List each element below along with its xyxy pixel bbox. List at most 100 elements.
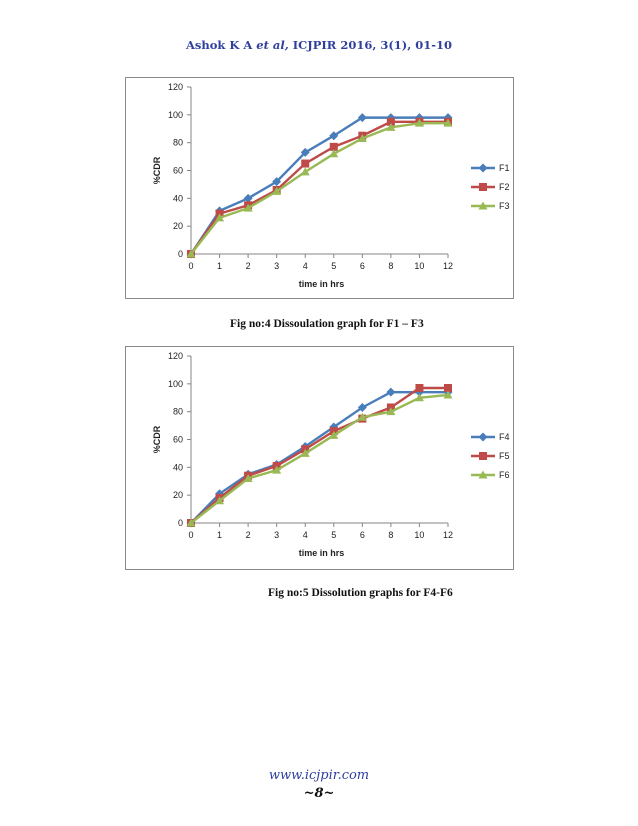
series-f1 <box>186 113 453 259</box>
y-tick-label: 20 <box>173 490 183 500</box>
x-tick-label: 0 <box>188 261 193 271</box>
data-point <box>272 186 282 195</box>
x-tick-label: 6 <box>360 530 365 540</box>
data-point <box>386 407 396 416</box>
data-point <box>357 113 367 123</box>
data-point <box>357 412 367 421</box>
series-f3 <box>186 118 453 258</box>
y-axis-title: %CDR <box>152 156 162 184</box>
series-f5 <box>187 384 452 527</box>
data-point <box>243 473 253 482</box>
data-point <box>215 496 225 505</box>
legend-marker <box>478 163 488 173</box>
data-point <box>329 131 339 141</box>
header-authors: Ashok K A <box>185 38 257 52</box>
legend-entry: F3 <box>471 201 510 211</box>
data-point <box>329 430 339 439</box>
y-tick-label: 0 <box>178 249 183 259</box>
data-point <box>272 465 282 474</box>
x-tick-label: 2 <box>246 530 251 540</box>
x-tick-label: 10 <box>414 530 424 540</box>
data-point <box>386 122 396 131</box>
data-point <box>215 213 225 222</box>
running-header: Ashok K A et al, ICJPIR 2016, 3(1), 01-1… <box>0 38 638 52</box>
y-tick-label: 60 <box>173 435 183 445</box>
x-tick-label: 3 <box>274 261 279 271</box>
series-f6 <box>186 390 453 527</box>
x-tick-label: 4 <box>303 530 308 540</box>
legend-marker <box>478 470 488 479</box>
y-tick-label: 20 <box>173 221 183 231</box>
y-tick-label: 40 <box>173 462 183 472</box>
y-tick-label: 0 <box>178 518 183 528</box>
x-axis-title: time in hrs <box>299 279 345 289</box>
data-point <box>386 117 395 126</box>
series-line <box>189 116 448 255</box>
x-tick-label: 3 <box>274 530 279 540</box>
y-tick-label: 80 <box>173 407 183 417</box>
data-point <box>443 390 453 399</box>
footer-url[interactable]: www.icjpir.com <box>268 768 370 783</box>
legend-marker <box>478 432 488 442</box>
legend-label: F4 <box>499 432 510 442</box>
header-journal: ICJPIR 2016, 3(1), 01-10 <box>288 38 453 52</box>
x-tick-label: 4 <box>303 261 308 271</box>
x-tick-label: 8 <box>388 261 393 271</box>
data-point <box>329 149 339 158</box>
data-point <box>243 203 253 212</box>
data-point <box>414 113 424 123</box>
data-point <box>415 384 424 393</box>
data-point <box>444 384 452 393</box>
legend-label: F5 <box>499 451 510 461</box>
series-line <box>190 386 448 524</box>
y-axis-title: %CDR <box>152 425 162 453</box>
legend-label: F1 <box>499 163 510 173</box>
legend-entry: F2 <box>471 182 510 192</box>
legend-label: F3 <box>499 201 510 211</box>
x-tick-label: 8 <box>388 530 393 540</box>
x-tick-label: 10 <box>414 261 424 271</box>
x-tick-label: 6 <box>360 261 365 271</box>
series-line <box>190 120 448 255</box>
data-point <box>414 118 424 127</box>
y-tick-label: 100 <box>168 110 183 120</box>
x-tick-label: 1 <box>217 261 222 271</box>
data-point <box>443 113 453 123</box>
legend-marker <box>479 183 487 191</box>
legend-entry: F5 <box>471 451 510 461</box>
data-point <box>186 249 196 258</box>
data-point <box>414 393 424 402</box>
chart-2-box: 0 20 40 60 80 100 120 0 1 2 3 4 5 6 8 10 12 time in hrs %C… <box>125 346 514 570</box>
legend-label: F2 <box>499 182 510 192</box>
x-tick-label: 5 <box>331 261 336 271</box>
legend-label: F6 <box>499 470 510 480</box>
series-line <box>190 121 448 255</box>
series-f2 <box>187 117 452 258</box>
data-point <box>357 402 367 412</box>
header-etal: et al, <box>256 38 289 52</box>
chart-1-box: 0 20 40 60 80 100 120 0 1 2 3 4 5 6 8 10 12 time in hrs %C… <box>125 77 514 299</box>
data-point <box>329 142 338 151</box>
data-point <box>300 448 310 457</box>
data-point <box>243 193 253 203</box>
y-tick-label: 40 <box>173 193 183 203</box>
legend-marker <box>479 452 487 460</box>
x-tick-label: 0 <box>188 530 193 540</box>
data-point <box>386 113 396 123</box>
series-line <box>190 393 449 524</box>
x-tick-label: 5 <box>331 530 336 540</box>
data-point <box>272 177 282 187</box>
legend-marker <box>478 201 488 210</box>
page-number: ~8~ <box>303 786 335 801</box>
x-tick-label: 2 <box>246 261 251 271</box>
legend-entry: F1 <box>471 163 510 173</box>
series-line <box>190 390 448 524</box>
x-axis-title: time in hrs <box>299 548 345 558</box>
x-tick-label: 12 <box>443 530 453 540</box>
data-point <box>443 118 453 127</box>
data-point <box>300 167 310 176</box>
data-point <box>300 147 310 157</box>
legend-entry: F4 <box>471 432 510 442</box>
